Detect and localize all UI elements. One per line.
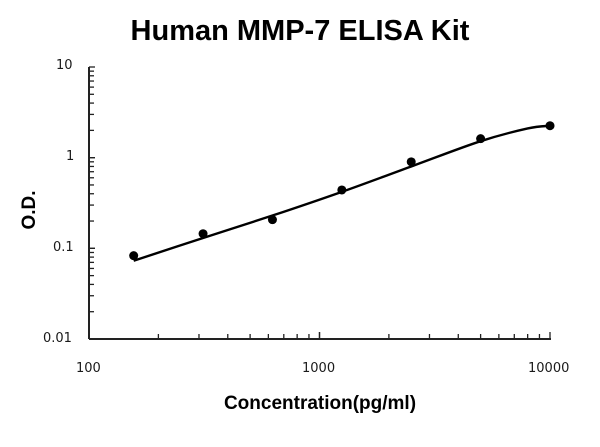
data-point [545, 121, 555, 131]
x-axis-label: Concentration(pg/ml) [223, 393, 417, 414]
fitted-curve [133, 124, 551, 262]
data-point [337, 185, 347, 195]
data-point [476, 134, 486, 144]
data-point [129, 251, 139, 261]
x-tick-label: 10000 [528, 361, 570, 376]
chart-title: Human MMP-7 ELISA Kit [130, 15, 470, 47]
y-tick-label: 10 [56, 58, 73, 73]
y-tick-label: 0.1 [53, 240, 74, 255]
x-tick-label: 1000 [302, 361, 336, 376]
data-point [267, 215, 277, 225]
x-tick-label: 100 [76, 361, 101, 376]
data-point [406, 157, 416, 167]
data-point [198, 229, 208, 239]
y-tick-label: 1 [66, 149, 75, 164]
y-tick-label: 0.01 [43, 331, 72, 346]
